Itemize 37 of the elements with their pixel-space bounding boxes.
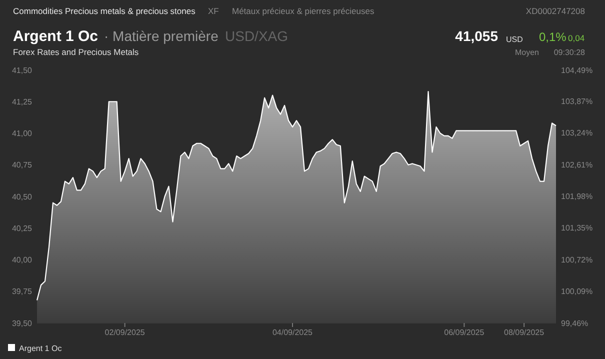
text: XD0002747208 — [526, 6, 586, 16]
text: 09:30:28 — [554, 48, 586, 57]
y2-tick-label: 103,87% — [561, 96, 593, 106]
y-tick-label: 41,00 — [12, 129, 33, 138]
text: Métaux précieux & pierres précieuses — [232, 6, 374, 16]
y2-tick-label: 101,35% — [561, 224, 593, 233]
text: · Matière première — [104, 28, 219, 44]
y-tick-label: 41,25 — [12, 97, 33, 106]
y-tick-label: 40,50 — [12, 192, 33, 202]
text: XF — [208, 6, 219, 16]
legend-label: Argent 1 Oc — [19, 344, 62, 353]
text: 0,04 — [568, 33, 585, 43]
y2-tick-label: 101,98% — [561, 192, 593, 202]
chart-subtitle: Forex Rates and Precious Metals — [13, 47, 139, 57]
chart-title: Argent 1 Oc — [13, 28, 98, 45]
y2-tick-label: 102,61% — [561, 160, 593, 170]
x-tick-label: 04/09/2025 — [272, 328, 314, 337]
text: USD — [506, 35, 524, 44]
text: USD/XAG — [225, 28, 288, 44]
x-tick-label: 06/09/2025 — [444, 328, 485, 337]
y2-tick-label: 99,46% — [561, 318, 588, 328]
x-tick-label: 02/09/2025 — [104, 328, 146, 337]
y-tick-label: 40,25 — [12, 224, 33, 233]
text: Moyen — [514, 48, 539, 57]
y-tick-label: 41,50 — [12, 66, 33, 75]
y2-tick-label: 104,49% — [561, 66, 593, 75]
y-tick-label: 40,75 — [12, 160, 33, 170]
x-tick-label: 08/09/2025 — [504, 328, 545, 337]
y2-tick-label: 103,24% — [561, 128, 593, 138]
text: 41,055 — [455, 28, 498, 44]
y2-tick-label: 100,72% — [561, 255, 593, 264]
text: Commodities Precious metals & precious stones — [13, 6, 196, 16]
y-tick-label: 39,50 — [12, 318, 33, 328]
y-tick-label: 39,75 — [12, 287, 33, 296]
text: 0,1% — [539, 30, 567, 44]
y-tick-label: 40,00 — [12, 256, 33, 265]
y2-tick-label: 100,09% — [561, 287, 593, 296]
